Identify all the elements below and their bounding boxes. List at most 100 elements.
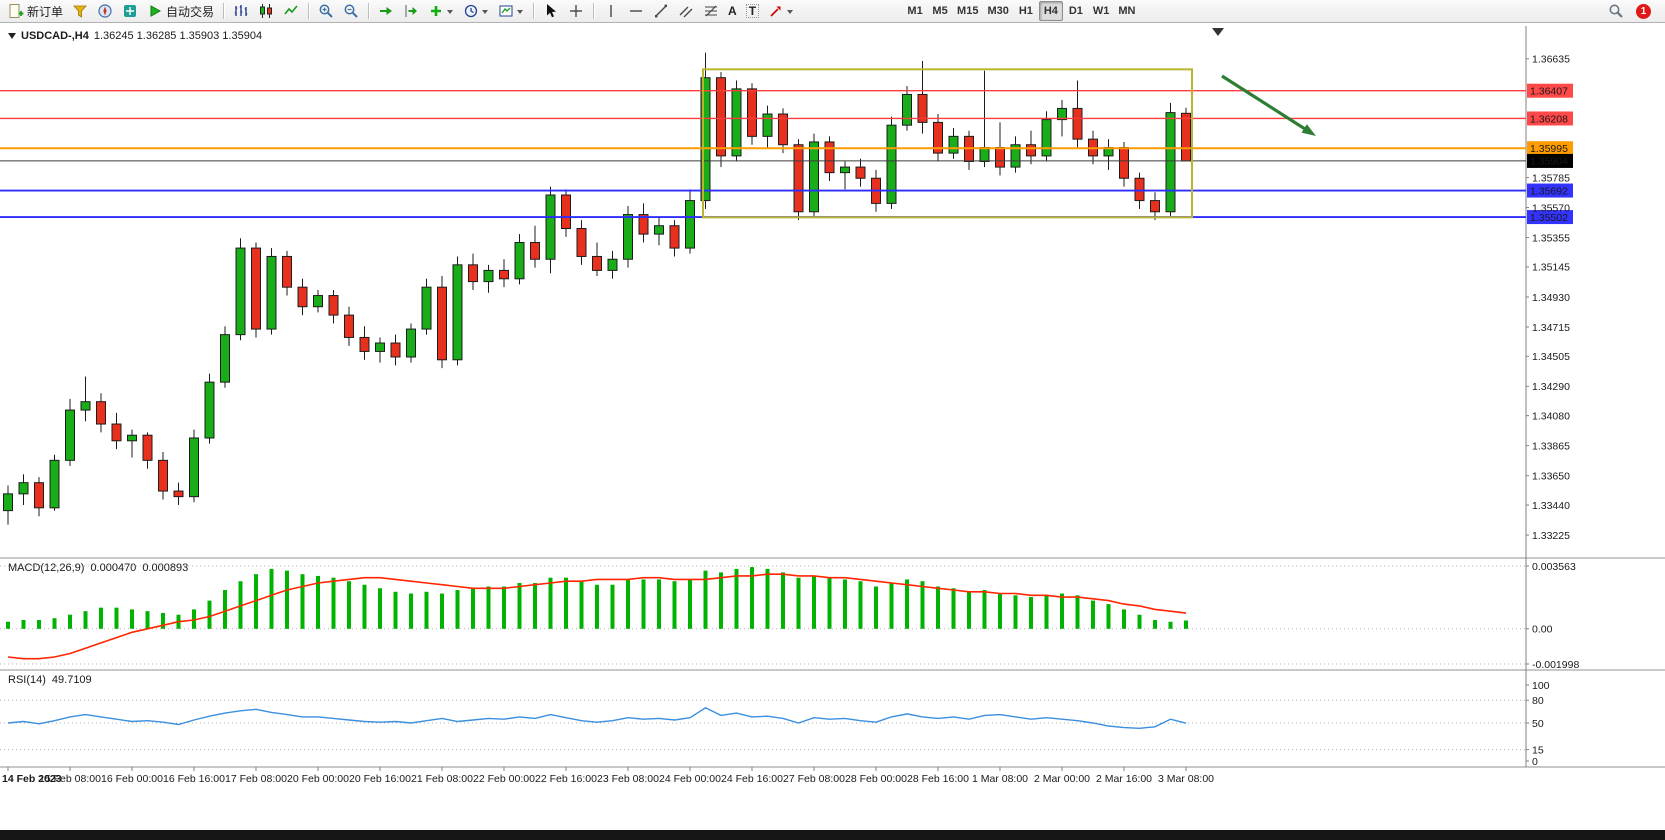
text-tool-button[interactable]: A [724,1,741,21]
horizontal-line-tool-button[interactable] [624,1,648,21]
timeframe-m30-button[interactable]: M30 [983,1,1012,21]
auto-scroll-button[interactable] [374,1,398,21]
price-axis-label: 1.34080 [1532,410,1570,422]
candle-body [1057,107,1067,121]
candlestick-chart-button[interactable] [254,1,278,21]
crosshair-tool-button[interactable] [564,1,588,21]
time-axis-label: 20 Feb 16:00 [349,773,411,785]
notification-badge[interactable]: 1 [1636,3,1651,19]
templates-button[interactable] [494,1,528,21]
consolidation-box-object[interactable] [702,68,1193,219]
candle-body [1041,119,1052,157]
periods-button[interactable] [459,1,493,21]
bar-chart-button[interactable] [229,1,253,21]
cursor-tool-button[interactable] [539,1,563,21]
candle-body [1165,112,1176,213]
candle-body [747,88,757,137]
price-axis-label: 1.36635 [1532,54,1570,66]
chart-shift-button[interactable] [399,1,423,21]
fibonacci-icon [705,5,718,17]
rsi-axis-label: 0 [1532,756,1538,768]
bar-chart-icon [234,5,248,16]
candle-body [127,434,137,442]
candle-body [49,459,60,509]
terminal-button[interactable] [118,1,142,21]
timeframe-mn-button[interactable]: MN [1114,1,1139,21]
chart-symbol-period: USDCAD-,H4 [21,30,89,42]
toolbar-separator [223,3,225,19]
timeframe-m1-button[interactable]: M1 [903,1,927,21]
macd-indicator-label: MACD(12,26,9) 0.000470 0.000893 [8,562,194,574]
candle-body [111,423,122,442]
candle-body [1010,144,1021,168]
timeframe-m5-button[interactable]: M5 [928,1,952,21]
periods-dropdown-icon [482,8,489,15]
price-axis[interactable]: 1.36635 1.35785 1.35570 1.35355 1.35145 1.349… [1526,54,1570,542]
fibonacci-tool-button[interactable] [699,1,723,21]
price-axis-label: 1.35785 [1532,172,1570,184]
rsi-axis-label: 80 [1532,695,1544,707]
price-tag-label: 1.35502 [1530,212,1568,224]
timeframe-h4-button[interactable]: H4 [1038,1,1063,21]
arrows-tool-button[interactable] [764,1,798,21]
candle-body [96,401,106,425]
chart-menu-icon[interactable] [8,33,16,39]
rsi-value: 49.7109 [51,674,92,686]
timeframe-m15-button[interactable]: M15 [953,1,982,21]
autotrading-button[interactable]: 自动交易 [143,1,218,21]
candle-body [235,247,246,336]
zoom-in-button[interactable] [314,1,338,21]
line-chart-icon [284,5,298,15]
macd-main-value: 0.000470 [90,562,137,574]
candle-body [421,286,432,330]
search-button[interactable] [1604,1,1628,21]
candle-body [762,113,773,137]
candle-body [1026,144,1036,157]
candle-body [375,342,385,352]
candle-body [886,124,897,204]
market-watch-button[interactable] [68,1,92,21]
price-tag-label: 1.35904 [1530,156,1568,168]
price-axis-label: 1.34290 [1532,381,1570,393]
timeframe-d1-button[interactable]: D1 [1064,1,1088,21]
new-order-button[interactable]: 新订单 [4,1,67,21]
candle-body [638,214,649,235]
chart-title: USDCAD-,H4 1.36245 1.36285 1.35903 1.359… [8,30,262,42]
horizontal-line-objects: 1.36407 1.36208 1.35995 1.35692 1.35502 1.359… [0,83,1573,225]
auto-scroll-icon [380,7,393,15]
chart-ohlc-values: 1.36245 1.36285 1.35903 1.35904 [93,30,263,42]
time-axis-label: 16 Feb 16:00 [163,773,225,785]
navigator-button[interactable] [93,1,117,21]
timeframe-w1-button[interactable]: W1 [1089,1,1114,21]
rsi-name: RSI(14) [8,674,46,686]
candle-body [607,258,618,271]
line-chart-button[interactable] [279,1,303,21]
time-axis-label: 2 Mar 16:00 [1096,773,1152,785]
candle-body [731,88,742,157]
zoom-out-button[interactable] [339,1,363,21]
candle-body [809,141,819,213]
timeframe-h1-button[interactable]: H1 [1014,1,1038,21]
trend-arrow-object[interactable] [1221,74,1308,132]
vertical-line-tool-button[interactable] [599,1,623,21]
candle-body [437,286,447,361]
chart-shift-marker[interactable] [1212,28,1224,36]
price-axis-label: 1.34715 [1532,322,1570,334]
indicators-button[interactable] [424,1,458,21]
candle-body [1181,112,1191,162]
trend-arrow-head[interactable] [1301,124,1316,136]
rsi-axis-label: 50 [1532,718,1544,730]
trendline-tool-button[interactable] [649,1,673,21]
candle-body [499,269,509,280]
clock-icon [464,4,478,18]
candle-body [142,434,153,461]
candle-body [328,295,339,316]
label-tool-button[interactable]: T [742,1,763,21]
zoom-in-icon [319,4,333,18]
horizontal-line-icon [630,10,643,12]
channel-tool-button[interactable] [674,1,698,21]
candle-body [561,194,571,230]
candle-body [716,77,726,157]
